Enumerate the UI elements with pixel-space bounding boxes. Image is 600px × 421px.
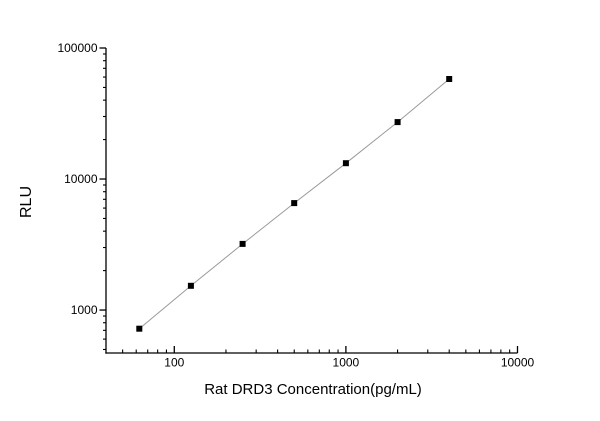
y-tick-label: 1000 (71, 303, 98, 317)
y-axis-title: RLU (18, 185, 35, 219)
x-tick-label: 1000 (333, 356, 360, 370)
y-tick-label: 100000 (57, 41, 97, 55)
y-tick-label: 10000 (64, 172, 98, 186)
data-point-marker (239, 240, 246, 247)
data-point-marker (291, 200, 298, 207)
x-tick-label: 10000 (501, 356, 535, 370)
data-point-marker (342, 160, 349, 167)
x-axis-title: Rat DRD3 Concentration(pg/mL) (204, 381, 422, 398)
data-point-marker (187, 282, 194, 289)
data-point-marker (394, 119, 401, 126)
data-point-marker (136, 325, 143, 332)
data-point-marker (446, 76, 453, 82)
x-tick-label: 100 (164, 356, 184, 370)
